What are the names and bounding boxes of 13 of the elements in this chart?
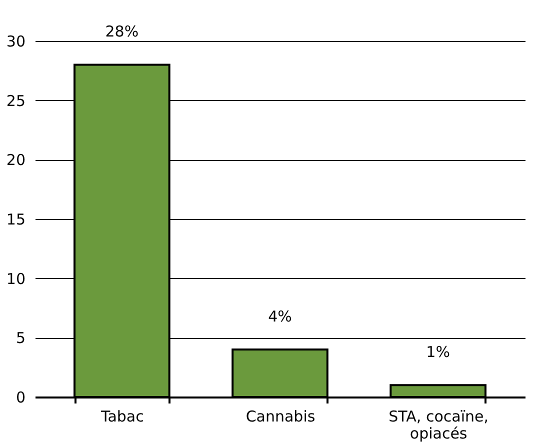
y-tick-label: 5 — [16, 329, 26, 348]
y-tick-label: 15 — [6, 210, 26, 228]
data-label: 28% — [105, 22, 139, 41]
x-tick-label: Cannabis — [246, 408, 316, 426]
x-tick-label: Tabac — [100, 408, 144, 426]
y-tick-label: 25 — [6, 92, 26, 110]
y-tick-label: 30 — [6, 32, 26, 50]
x-tick-label: STA, cocaïne, opiacés — [388, 408, 488, 442]
y-tick-label: 0 — [16, 388, 26, 406]
y-tick-label: 10 — [6, 270, 26, 288]
data-label: 4% — [268, 308, 292, 326]
y-tick-label: 20 — [6, 151, 26, 170]
data-label: 1% — [426, 343, 450, 362]
